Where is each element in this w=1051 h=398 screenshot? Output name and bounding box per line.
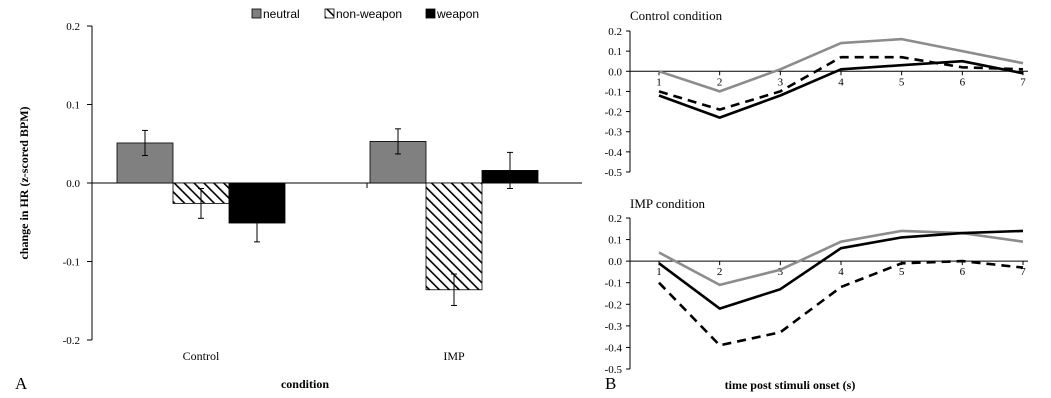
y-tick-label: -0.1: [605, 86, 622, 98]
y-tick-label: 0.1: [608, 235, 622, 247]
y-tick-label: 0.0: [608, 66, 622, 78]
x-tick-label: 1: [656, 76, 662, 88]
imp-line-chart: 0.2 0.1 0.0 -0.1 -0.2 -0.3 -0.4 -0.5 1 2 3 4 5 6 7: [605, 213, 1028, 376]
y-tick-label: -0.3: [605, 321, 623, 333]
y-tick-label: 0.2: [608, 213, 622, 225]
legend-label-weapon: weapon: [436, 7, 479, 21]
imp-chart-title: IMP condition: [630, 196, 705, 211]
control-line-chart: 0.2 0.1 0.0 -0.1 -0.2 -0.3 -0.4 -0.5 1 2 3 4 5 6 7: [605, 26, 1028, 179]
x-category-label: IMP: [443, 349, 465, 363]
legend-label-non-weapon: non-weapon: [336, 7, 402, 21]
x-category-label: Control: [183, 349, 220, 363]
x-tick-label: 7: [1020, 76, 1026, 88]
y-axis-label: change in HR (z-scored BPM): [17, 106, 31, 259]
x-tick-label: 4: [838, 76, 844, 88]
legend-swatch-non-weapon: [324, 8, 335, 19]
x-tick-label: 1: [656, 266, 662, 278]
y-tick-label: 0.2: [66, 21, 80, 33]
y-tick-label: -0.2: [605, 107, 622, 119]
y-tick-label: -0.5: [605, 167, 623, 179]
y-tick-label: 0.1: [608, 46, 622, 58]
y-tick-label: 0.1: [66, 100, 80, 112]
control-chart-title: Control condition: [630, 8, 723, 23]
y-tick-label: -0.4: [605, 147, 623, 159]
panel-letter-b: B: [605, 374, 616, 393]
x-tick-label: 3: [778, 266, 784, 278]
bars: [116, 128, 539, 306]
y-tick-label: -0.2: [605, 299, 622, 311]
line-neutral: [658, 37, 1024, 93]
panel-letter-a: A: [15, 374, 28, 393]
x-tick-label: 5: [899, 76, 905, 88]
x-tick-label: 5: [899, 266, 905, 278]
line-non-weapon: [658, 55, 1024, 111]
line-weapon: [658, 229, 1024, 310]
time-axis-label: time post stimuli onset (s): [725, 378, 856, 392]
legend-label-neutral: neutral: [263, 7, 300, 21]
legend: neutral non-weapon weapon: [251, 7, 479, 21]
y-tick-label: -0.1: [605, 278, 622, 290]
y-tick-label: -0.1: [63, 257, 80, 269]
x-tick-label: 2: [717, 266, 723, 278]
y-tick-label: 0.0: [66, 178, 80, 190]
x-tick-label: 2: [717, 76, 723, 88]
line-weapon: [658, 59, 1024, 119]
x-tick-label: 4: [838, 266, 844, 278]
y-tick-label: -0.4: [605, 342, 623, 354]
line-charts: Control condition 0.2 0.1 0.0 -0.1 -0.2 -0.3 -…: [605, 8, 1028, 393]
x-tick-label: 6: [960, 76, 966, 88]
y-tick-label: -0.5: [605, 364, 623, 376]
bar-non-weapon-imp: [425, 182, 483, 291]
x-tick-label: 3: [778, 76, 784, 88]
y-tick-label: -0.2: [63, 335, 80, 347]
x-axis-label: condition: [281, 377, 329, 391]
y-tick-label: -0.3: [605, 127, 623, 139]
x-tick-label: 7: [1020, 266, 1026, 278]
y-tick-label: 0.0: [608, 256, 622, 268]
x-tick-label: 6: [960, 266, 966, 278]
line-non-weapon: [658, 259, 1024, 347]
y-tick-label: 0.2: [608, 26, 622, 38]
y-tick-labels: 0.2 0.1 0.0 -0.1 -0.2: [63, 21, 81, 347]
bar-chart: 0.2 0.1 0.0 -0.1 -0.2 Control IMP change in H…: [15, 7, 582, 393]
legend-swatch-neutral: [251, 8, 262, 19]
x-category-labels: Control IMP: [183, 349, 465, 363]
legend-swatch-weapon: [425, 8, 436, 19]
